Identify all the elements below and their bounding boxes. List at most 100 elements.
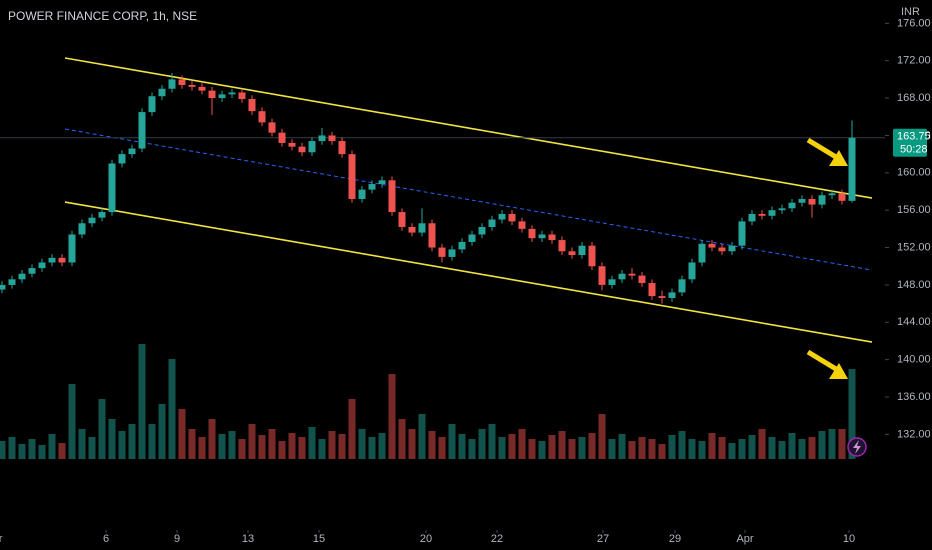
candle-body bbox=[148, 96, 156, 113]
volume-bar bbox=[338, 434, 346, 459]
alert-icon[interactable] bbox=[847, 437, 867, 457]
volume-bar bbox=[98, 399, 106, 459]
candle-body bbox=[678, 279, 686, 293]
candle-body bbox=[108, 163, 116, 213]
volume-bar bbox=[368, 437, 376, 459]
volume-bar bbox=[688, 439, 696, 459]
x-tick-label: Apr bbox=[736, 533, 753, 545]
candle-body bbox=[318, 135, 326, 142]
volume-bar bbox=[548, 435, 556, 459]
volume-bar bbox=[48, 434, 56, 459]
candle-body bbox=[808, 198, 816, 205]
y-tick-label: 140.00 bbox=[897, 354, 931, 366]
volume-bar bbox=[38, 445, 46, 459]
volume-bar bbox=[518, 429, 526, 459]
candle-body bbox=[458, 241, 466, 250]
arrow bbox=[806, 137, 848, 166]
candle-body bbox=[0, 284, 6, 290]
volume-bar bbox=[308, 427, 316, 459]
candle-body bbox=[88, 217, 96, 224]
volume-bar bbox=[588, 433, 596, 459]
x-tick-label: 13 bbox=[242, 533, 254, 545]
channel-line bbox=[64, 57, 873, 199]
volume-bar bbox=[218, 434, 226, 459]
candle-body bbox=[278, 132, 286, 143]
candle-body bbox=[308, 141, 316, 153]
candle-body bbox=[668, 292, 676, 298]
chart-title: POWER FINANCE CORP, 1h, NSE bbox=[8, 9, 197, 23]
last-price-label: 163.75 bbox=[897, 131, 931, 143]
candle-body bbox=[358, 189, 366, 199]
candle-body bbox=[428, 223, 436, 248]
volume-bar bbox=[278, 441, 286, 459]
candle-body bbox=[498, 213, 506, 220]
volume-bar bbox=[0, 441, 6, 459]
candle-body bbox=[218, 94, 226, 99]
candle-body bbox=[658, 296, 666, 298]
volume-bar bbox=[428, 431, 436, 459]
candle-body bbox=[248, 99, 256, 112]
candle-body bbox=[618, 273, 626, 280]
candle-body bbox=[378, 180, 386, 185]
candle-body bbox=[208, 90, 216, 99]
volume-bar bbox=[628, 441, 636, 459]
candle-body bbox=[538, 234, 546, 239]
candle-body bbox=[628, 273, 636, 276]
y-tick-label: 132.00 bbox=[897, 428, 931, 440]
candle-body bbox=[578, 245, 586, 256]
candle-body bbox=[118, 154, 126, 164]
candle-body bbox=[838, 193, 846, 201]
candle-body bbox=[398, 212, 406, 228]
y-tick-label: 176.00 bbox=[897, 17, 931, 29]
candle-body bbox=[648, 283, 656, 297]
candle-body bbox=[138, 112, 146, 149]
candle-body bbox=[78, 223, 86, 235]
volume-bar bbox=[608, 439, 616, 459]
volume-bar bbox=[58, 443, 66, 459]
volume-bar bbox=[788, 433, 796, 459]
candle-body bbox=[188, 85, 196, 87]
volume-bar bbox=[318, 439, 326, 459]
volume-bar bbox=[638, 437, 646, 459]
volume-bar bbox=[78, 429, 86, 459]
volume-bar bbox=[578, 437, 586, 459]
candle-body bbox=[738, 221, 746, 246]
candle-body bbox=[68, 234, 76, 263]
volume-bar bbox=[718, 437, 726, 459]
y-tick-label: 152.00 bbox=[897, 241, 931, 253]
channel-line bbox=[64, 128, 873, 271]
volume-bar bbox=[458, 434, 466, 459]
candle-body bbox=[128, 148, 136, 155]
volume-bar bbox=[348, 399, 356, 459]
x-tick-label: 29 bbox=[669, 533, 681, 545]
volume-bar bbox=[8, 437, 16, 459]
volume-bar bbox=[298, 437, 306, 459]
candle-body bbox=[98, 212, 106, 218]
volume-bar bbox=[378, 433, 386, 459]
volume-bar bbox=[448, 424, 456, 459]
volume-bar bbox=[828, 429, 836, 459]
x-tick-label: 10 bbox=[843, 533, 855, 545]
channel-line bbox=[64, 201, 873, 343]
volume-bar bbox=[108, 419, 116, 459]
candle-body bbox=[758, 213, 766, 216]
candle-body bbox=[368, 184, 376, 190]
volume-bar bbox=[268, 429, 276, 459]
candle-body bbox=[298, 146, 306, 153]
volume-bar bbox=[88, 437, 96, 459]
volume-bar bbox=[388, 374, 396, 459]
volume-bar bbox=[838, 429, 846, 459]
volume-bar bbox=[418, 414, 426, 459]
candle-body bbox=[798, 198, 806, 203]
volume-bar bbox=[778, 441, 786, 459]
volume-bar bbox=[728, 443, 736, 459]
volume-bar bbox=[818, 431, 826, 459]
volume-bar bbox=[708, 433, 716, 459]
volume-bar bbox=[148, 424, 156, 459]
x-tick-label: 27 bbox=[597, 533, 609, 545]
volume-bar bbox=[158, 404, 166, 459]
y-tick-label: 148.00 bbox=[897, 279, 931, 291]
volume-bar bbox=[468, 439, 476, 459]
y-tick-label: 160.00 bbox=[897, 167, 931, 179]
volume-bar bbox=[618, 434, 626, 459]
